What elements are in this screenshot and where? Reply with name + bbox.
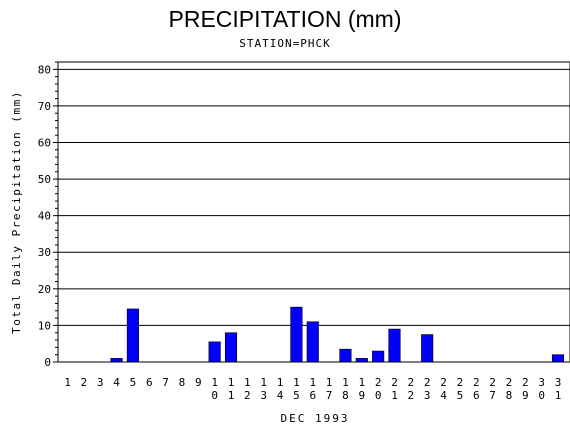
bar-dec-20 xyxy=(372,350,385,363)
y-tick-label: 20 xyxy=(38,283,51,296)
chart-subtitle: STATION=PHCK xyxy=(239,37,331,50)
x-tick-label: 9 xyxy=(195,376,202,389)
bar-dec-4 xyxy=(110,358,123,363)
plot-frame xyxy=(57,61,570,363)
y-tick-label: 10 xyxy=(38,319,51,332)
x-tick-label: 1 xyxy=(64,376,71,389)
bar-dec-18 xyxy=(339,348,352,363)
bar-dec-23 xyxy=(421,334,434,363)
x-tick-label: 4 xyxy=(113,376,120,389)
y-tick-label: 60 xyxy=(38,136,51,149)
bar-dec-31 xyxy=(551,354,565,363)
y-tick-label: 80 xyxy=(38,63,51,76)
bar-dec-10 xyxy=(208,341,221,363)
bars xyxy=(110,306,565,363)
bar-dec-21 xyxy=(388,328,401,363)
x-tick-label: 8 xyxy=(179,376,186,389)
y-tick-label: 0 xyxy=(44,356,51,369)
x-tick-label: 6 xyxy=(146,376,153,389)
bar-dec-5 xyxy=(126,308,139,363)
x-tick-label: 3 xyxy=(97,376,104,389)
bar-dec-16 xyxy=(306,321,319,363)
bar-dec-11 xyxy=(224,332,238,363)
y-axis: 0 10 20 30 40 50 60 70 80 xyxy=(38,61,58,369)
y-tick-label: 30 xyxy=(38,246,51,259)
x-tick-label: 5 xyxy=(130,376,137,389)
bar-dec-15 xyxy=(290,306,303,363)
y-tick-label: 50 xyxy=(38,173,51,186)
x-axis-label: DEC 1993 xyxy=(280,412,350,425)
x-tick-label: 2 xyxy=(81,376,88,389)
bar-dec-19 xyxy=(355,358,368,363)
x-tick-label: 7 xyxy=(162,376,169,389)
y-tick-label: 70 xyxy=(38,100,51,113)
x-axis: 1 2 3 4 5 6 7 8 9 1 01 11 21 31 41 51 61 71 81 92 02 12 22 32 42… xyxy=(64,376,561,402)
chart-title: PRECIPITATION (mm) xyxy=(168,6,402,32)
grid-lines xyxy=(58,68,570,326)
y-tick-label: 40 xyxy=(38,210,51,223)
